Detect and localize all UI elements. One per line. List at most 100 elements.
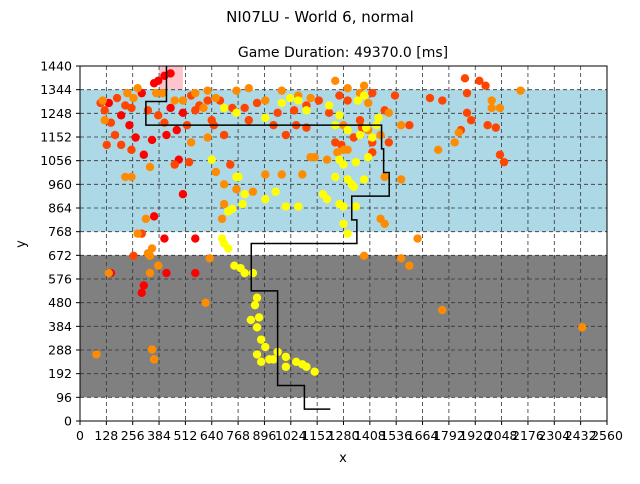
scatter-point bbox=[339, 219, 348, 228]
scatter-point bbox=[335, 91, 344, 100]
scatter-point bbox=[147, 244, 157, 253]
scatter-point bbox=[322, 155, 332, 164]
scatter-point bbox=[281, 130, 291, 140]
x-tick-label: 1664 bbox=[407, 428, 439, 443]
scatter-point bbox=[277, 86, 286, 95]
scatter-point bbox=[438, 96, 447, 105]
scatter-point bbox=[277, 170, 286, 179]
scatter-point bbox=[244, 116, 254, 125]
scatter-point bbox=[495, 150, 505, 159]
scatter-point bbox=[359, 175, 369, 184]
y-tick-label: 288 bbox=[48, 343, 72, 358]
scatter-point bbox=[145, 251, 155, 261]
scatter-point bbox=[133, 83, 142, 93]
scatter-point bbox=[462, 88, 472, 98]
scatter-point bbox=[252, 293, 262, 302]
scatter-point bbox=[248, 268, 258, 278]
scatter-point bbox=[129, 93, 138, 103]
y-tick-label: 480 bbox=[48, 295, 72, 310]
scatter-point bbox=[147, 135, 157, 145]
scatter-point bbox=[475, 76, 484, 85]
scatter-point bbox=[481, 81, 490, 90]
scatter-point bbox=[127, 172, 136, 182]
scatter-point bbox=[254, 313, 264, 322]
scatter-point bbox=[232, 86, 241, 95]
scatter-point bbox=[250, 300, 260, 310]
y-tick-label: 1056 bbox=[40, 153, 72, 168]
scatter-point bbox=[199, 103, 208, 113]
x-tick-label: 1024 bbox=[275, 428, 307, 443]
scatter-point bbox=[261, 113, 270, 122]
scatter-point bbox=[203, 133, 212, 142]
scatter-point bbox=[438, 305, 447, 315]
x-tick-label: 640 bbox=[200, 428, 224, 443]
y-tick-label: 1248 bbox=[40, 106, 72, 121]
player-path bbox=[145, 66, 390, 410]
x-tick-label: 1408 bbox=[354, 428, 386, 443]
scatter-point bbox=[211, 93, 221, 103]
scatter-point bbox=[116, 140, 126, 150]
scatter-point bbox=[355, 130, 365, 140]
scatter-point bbox=[252, 350, 262, 359]
scatter-point bbox=[294, 202, 303, 211]
scatter-point bbox=[483, 120, 492, 130]
scatter-point bbox=[228, 204, 237, 214]
scatter-point bbox=[310, 153, 319, 162]
y-tick-label: 768 bbox=[48, 224, 72, 239]
scatter-point bbox=[487, 103, 496, 113]
scatter-point bbox=[149, 212, 159, 221]
scatter-point bbox=[450, 138, 459, 147]
scatter-point bbox=[343, 96, 352, 105]
y-tick-label: 576 bbox=[48, 272, 72, 287]
scatter-point bbox=[240, 189, 249, 199]
scatter-point bbox=[186, 138, 196, 147]
scatter-point bbox=[224, 244, 233, 253]
scatter-point bbox=[244, 83, 254, 93]
scatter-point bbox=[125, 120, 134, 130]
scatter-point bbox=[139, 150, 149, 159]
scatter-point bbox=[343, 83, 352, 93]
scatter-point bbox=[384, 108, 393, 118]
scatter-point bbox=[425, 93, 435, 103]
scatter-point bbox=[285, 93, 295, 103]
scatter-point bbox=[191, 88, 200, 98]
scatter-point bbox=[112, 93, 122, 103]
scatter-point bbox=[178, 96, 188, 105]
y-tick-label: 192 bbox=[48, 366, 72, 381]
scatter-point bbox=[219, 103, 229, 113]
scatter-point bbox=[302, 106, 311, 115]
scatter-point bbox=[219, 199, 229, 209]
scatter-point bbox=[261, 170, 270, 179]
scatter-point bbox=[129, 251, 138, 261]
x-tick-label: 384 bbox=[147, 428, 171, 443]
scatter-point bbox=[322, 194, 332, 204]
scatter-point bbox=[123, 88, 132, 98]
scatter-point bbox=[343, 125, 352, 135]
scatter-point bbox=[178, 189, 188, 199]
scatter-point bbox=[240, 268, 249, 278]
scatter-point bbox=[281, 352, 291, 362]
scatter-point bbox=[359, 251, 369, 261]
x-axis-ticks: 0 128 256 384 512 640 768 896102411521280140815… bbox=[76, 421, 623, 443]
scatter-point bbox=[289, 106, 299, 115]
scatter-point bbox=[331, 76, 340, 85]
scatter-point bbox=[191, 106, 200, 115]
x-tick-label: 2048 bbox=[486, 428, 518, 443]
scatter-point bbox=[460, 74, 470, 83]
chart-suptitle: NI07LU - World 6, normal bbox=[226, 8, 414, 26]
scatter-point bbox=[110, 130, 120, 140]
scatter-point bbox=[178, 108, 188, 118]
x-tick-label: 768 bbox=[226, 428, 250, 443]
scatter-point bbox=[261, 194, 270, 204]
path-line bbox=[145, 66, 390, 410]
scatter-point bbox=[314, 96, 323, 105]
scatter-point bbox=[339, 202, 348, 211]
scatter-point bbox=[143, 106, 153, 115]
scatter-point bbox=[127, 103, 136, 113]
scatter-point bbox=[211, 167, 221, 177]
y-tick-label: 384 bbox=[48, 319, 72, 334]
scatter-point bbox=[302, 362, 311, 371]
scatter-point bbox=[232, 185, 241, 194]
scatter-point bbox=[219, 130, 229, 140]
scatter-point bbox=[248, 187, 258, 196]
